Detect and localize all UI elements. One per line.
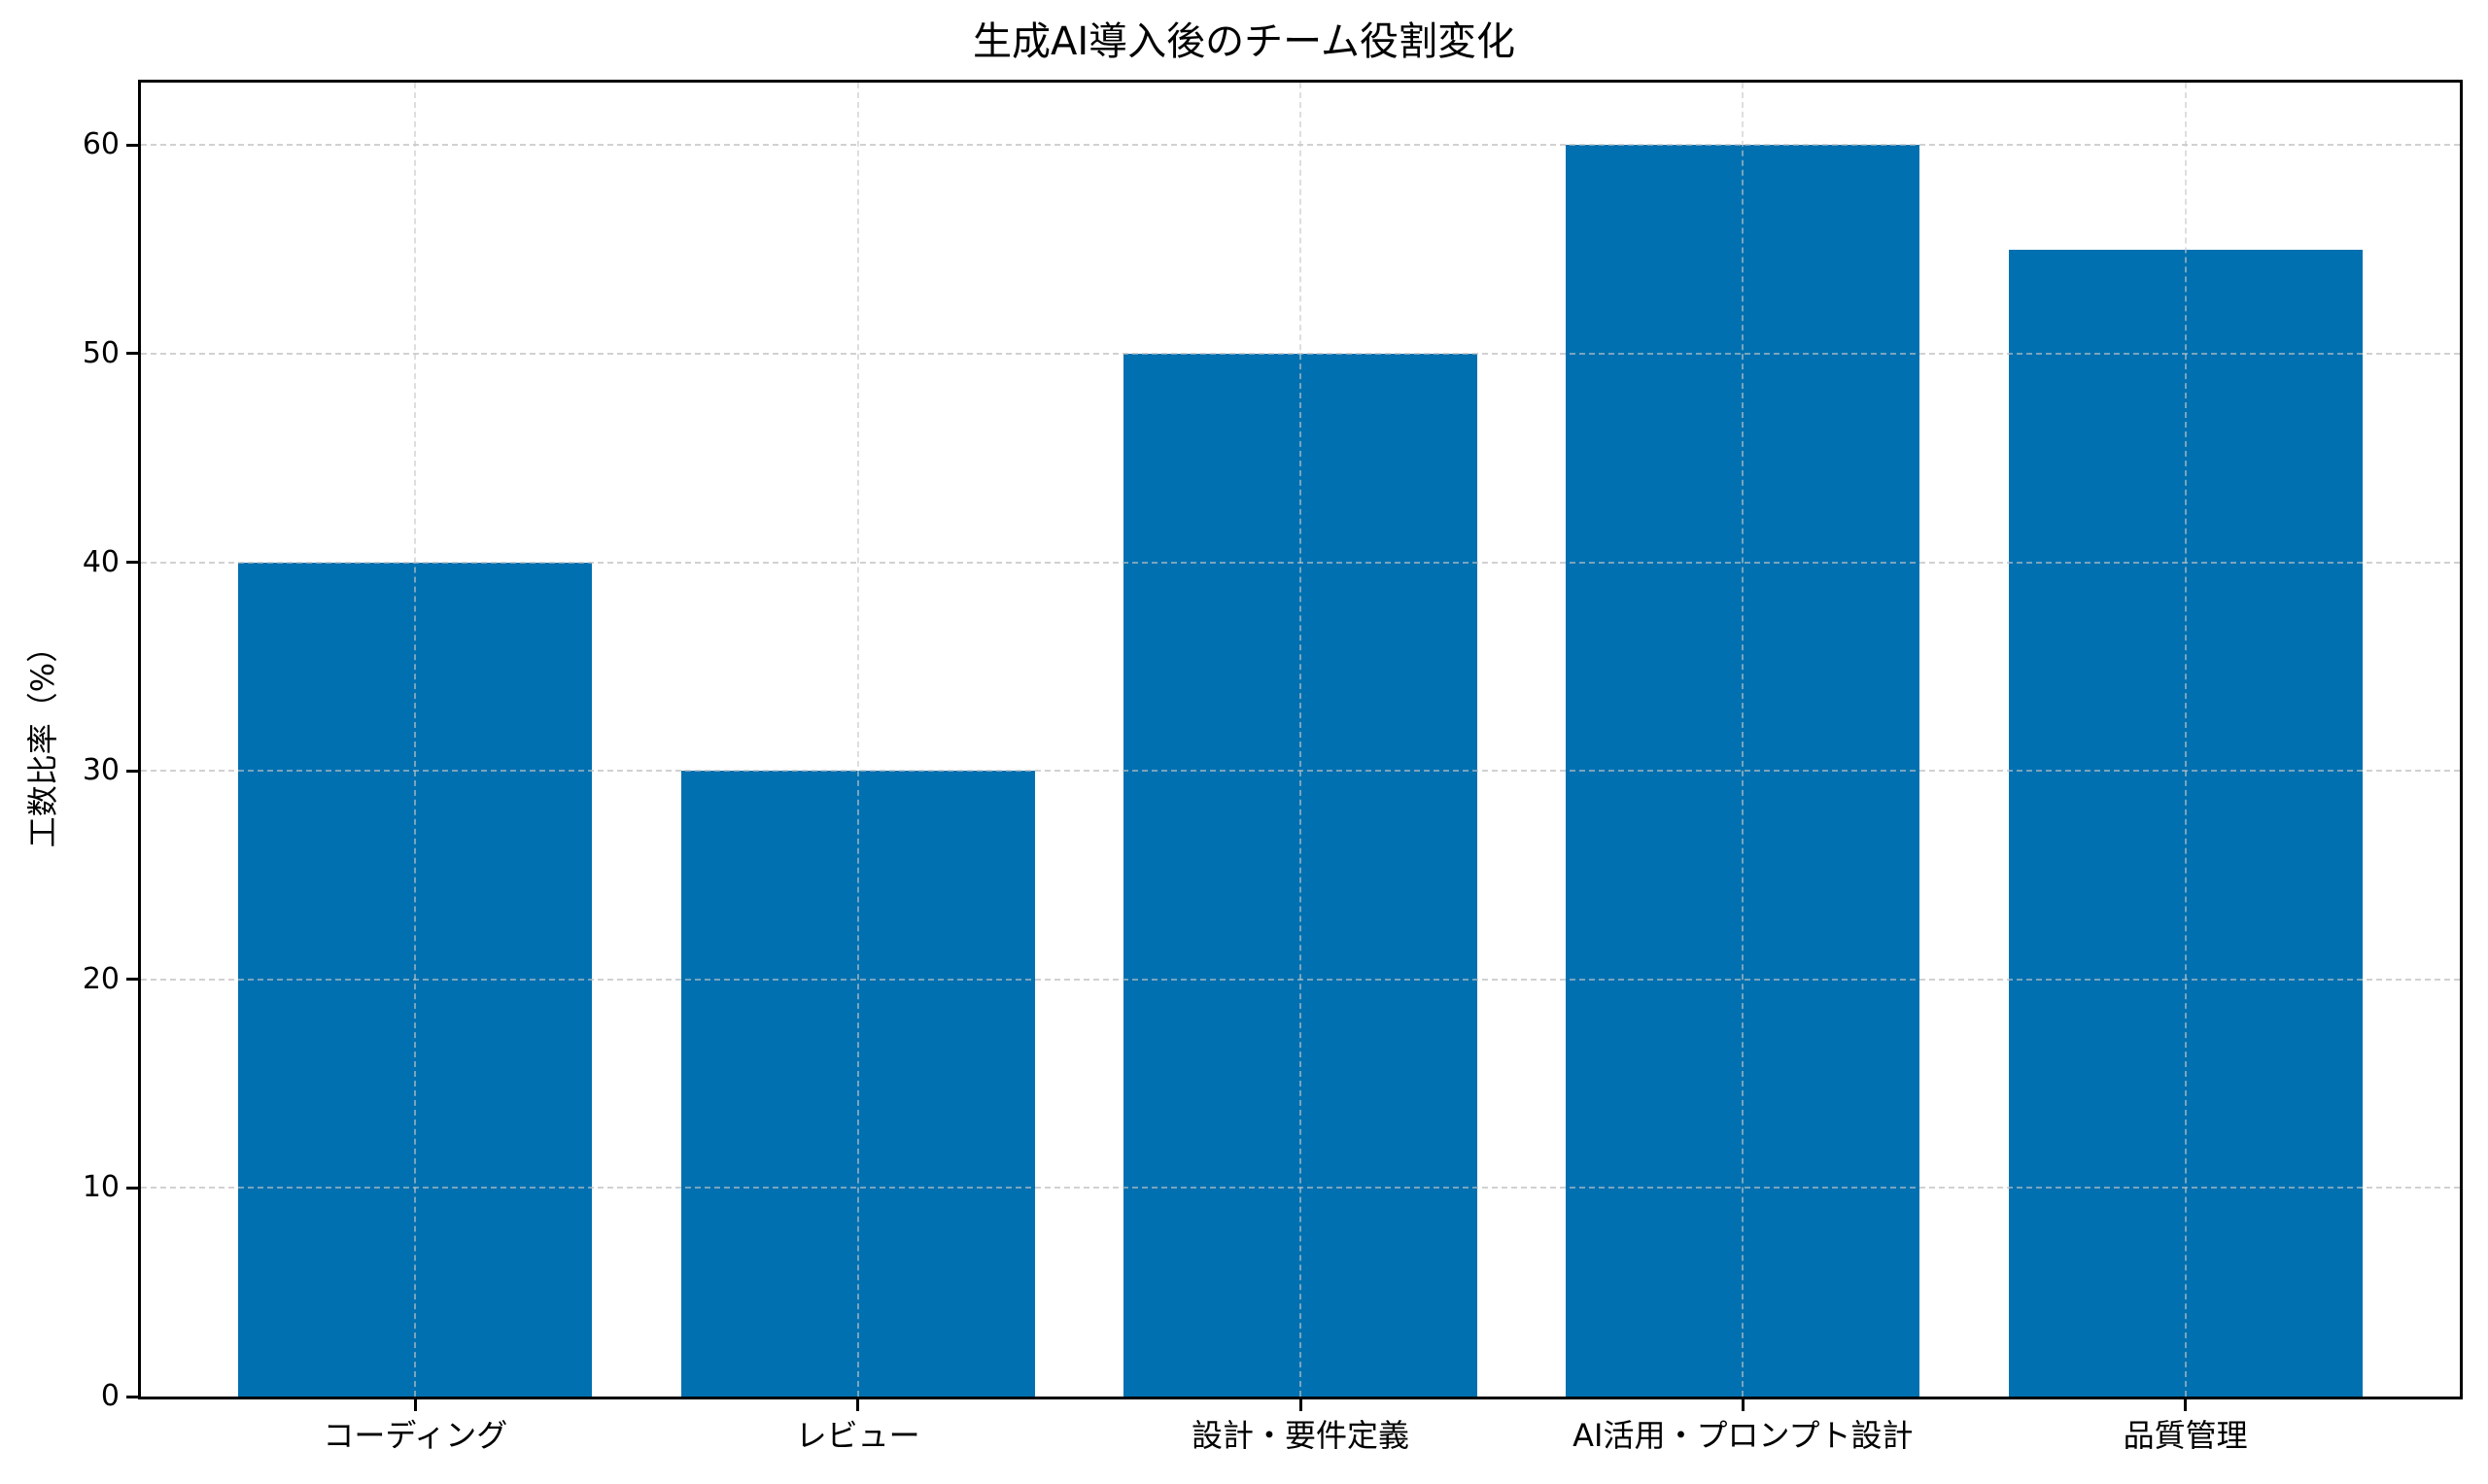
y-tick-label: 40	[82, 544, 120, 579]
y-tick-label: 60	[82, 127, 120, 162]
gridline-horizontal	[141, 352, 2460, 355]
x-tick-mark	[856, 1399, 860, 1411]
plot-area: 0 10 20 30 40 50 60 コーディング レビュー 設計・要件定義 AI活用・プロンプト…	[83, 80, 2463, 1454]
x-tick-label: 設計・要件定義	[1191, 1417, 1410, 1454]
gridline-horizontal	[141, 770, 2460, 773]
y-tick-mark	[126, 1186, 138, 1190]
y-tick-mark	[126, 352, 138, 356]
y-axis-label: 工数比率（%）	[24, 631, 61, 848]
y-tick-label: 20	[82, 961, 120, 996]
chart-title: 生成AI導入後のチーム役割変化	[973, 19, 1515, 64]
gridline-vertical	[414, 83, 417, 1397]
x-tick-mark	[2184, 1399, 2188, 1411]
x-tick-label: レビュー	[795, 1417, 920, 1454]
y-tick-label: 10	[82, 1170, 120, 1205]
y-tick-mark	[126, 1395, 138, 1398]
x-tick-mark	[413, 1399, 417, 1411]
x-tick-label: AI活用・プロンプト設計	[1572, 1417, 1914, 1454]
gridline-vertical	[856, 83, 859, 1397]
y-tick-mark	[126, 561, 138, 565]
gridline-vertical	[1742, 83, 1745, 1397]
gridline-horizontal	[141, 978, 2460, 981]
y-tick-mark	[126, 769, 138, 773]
y-tick-label: 30	[82, 753, 120, 788]
gridline-horizontal	[141, 1187, 2460, 1190]
x-tick-mark	[1298, 1399, 1302, 1411]
gridline-horizontal	[141, 144, 2460, 147]
x-tick-label: 品質管理	[2123, 1417, 2248, 1454]
x-tick-label: コーディング	[323, 1417, 508, 1454]
gridline-vertical	[1299, 83, 1301, 1397]
gridline-vertical	[2184, 83, 2187, 1397]
y-tick-label: 50	[82, 335, 120, 370]
y-tick-mark	[126, 143, 138, 147]
gridline-horizontal	[141, 561, 2460, 564]
y-tick-label: 0	[100, 1379, 120, 1413]
y-tick-mark	[126, 978, 138, 982]
x-tick-mark	[1741, 1399, 1745, 1411]
